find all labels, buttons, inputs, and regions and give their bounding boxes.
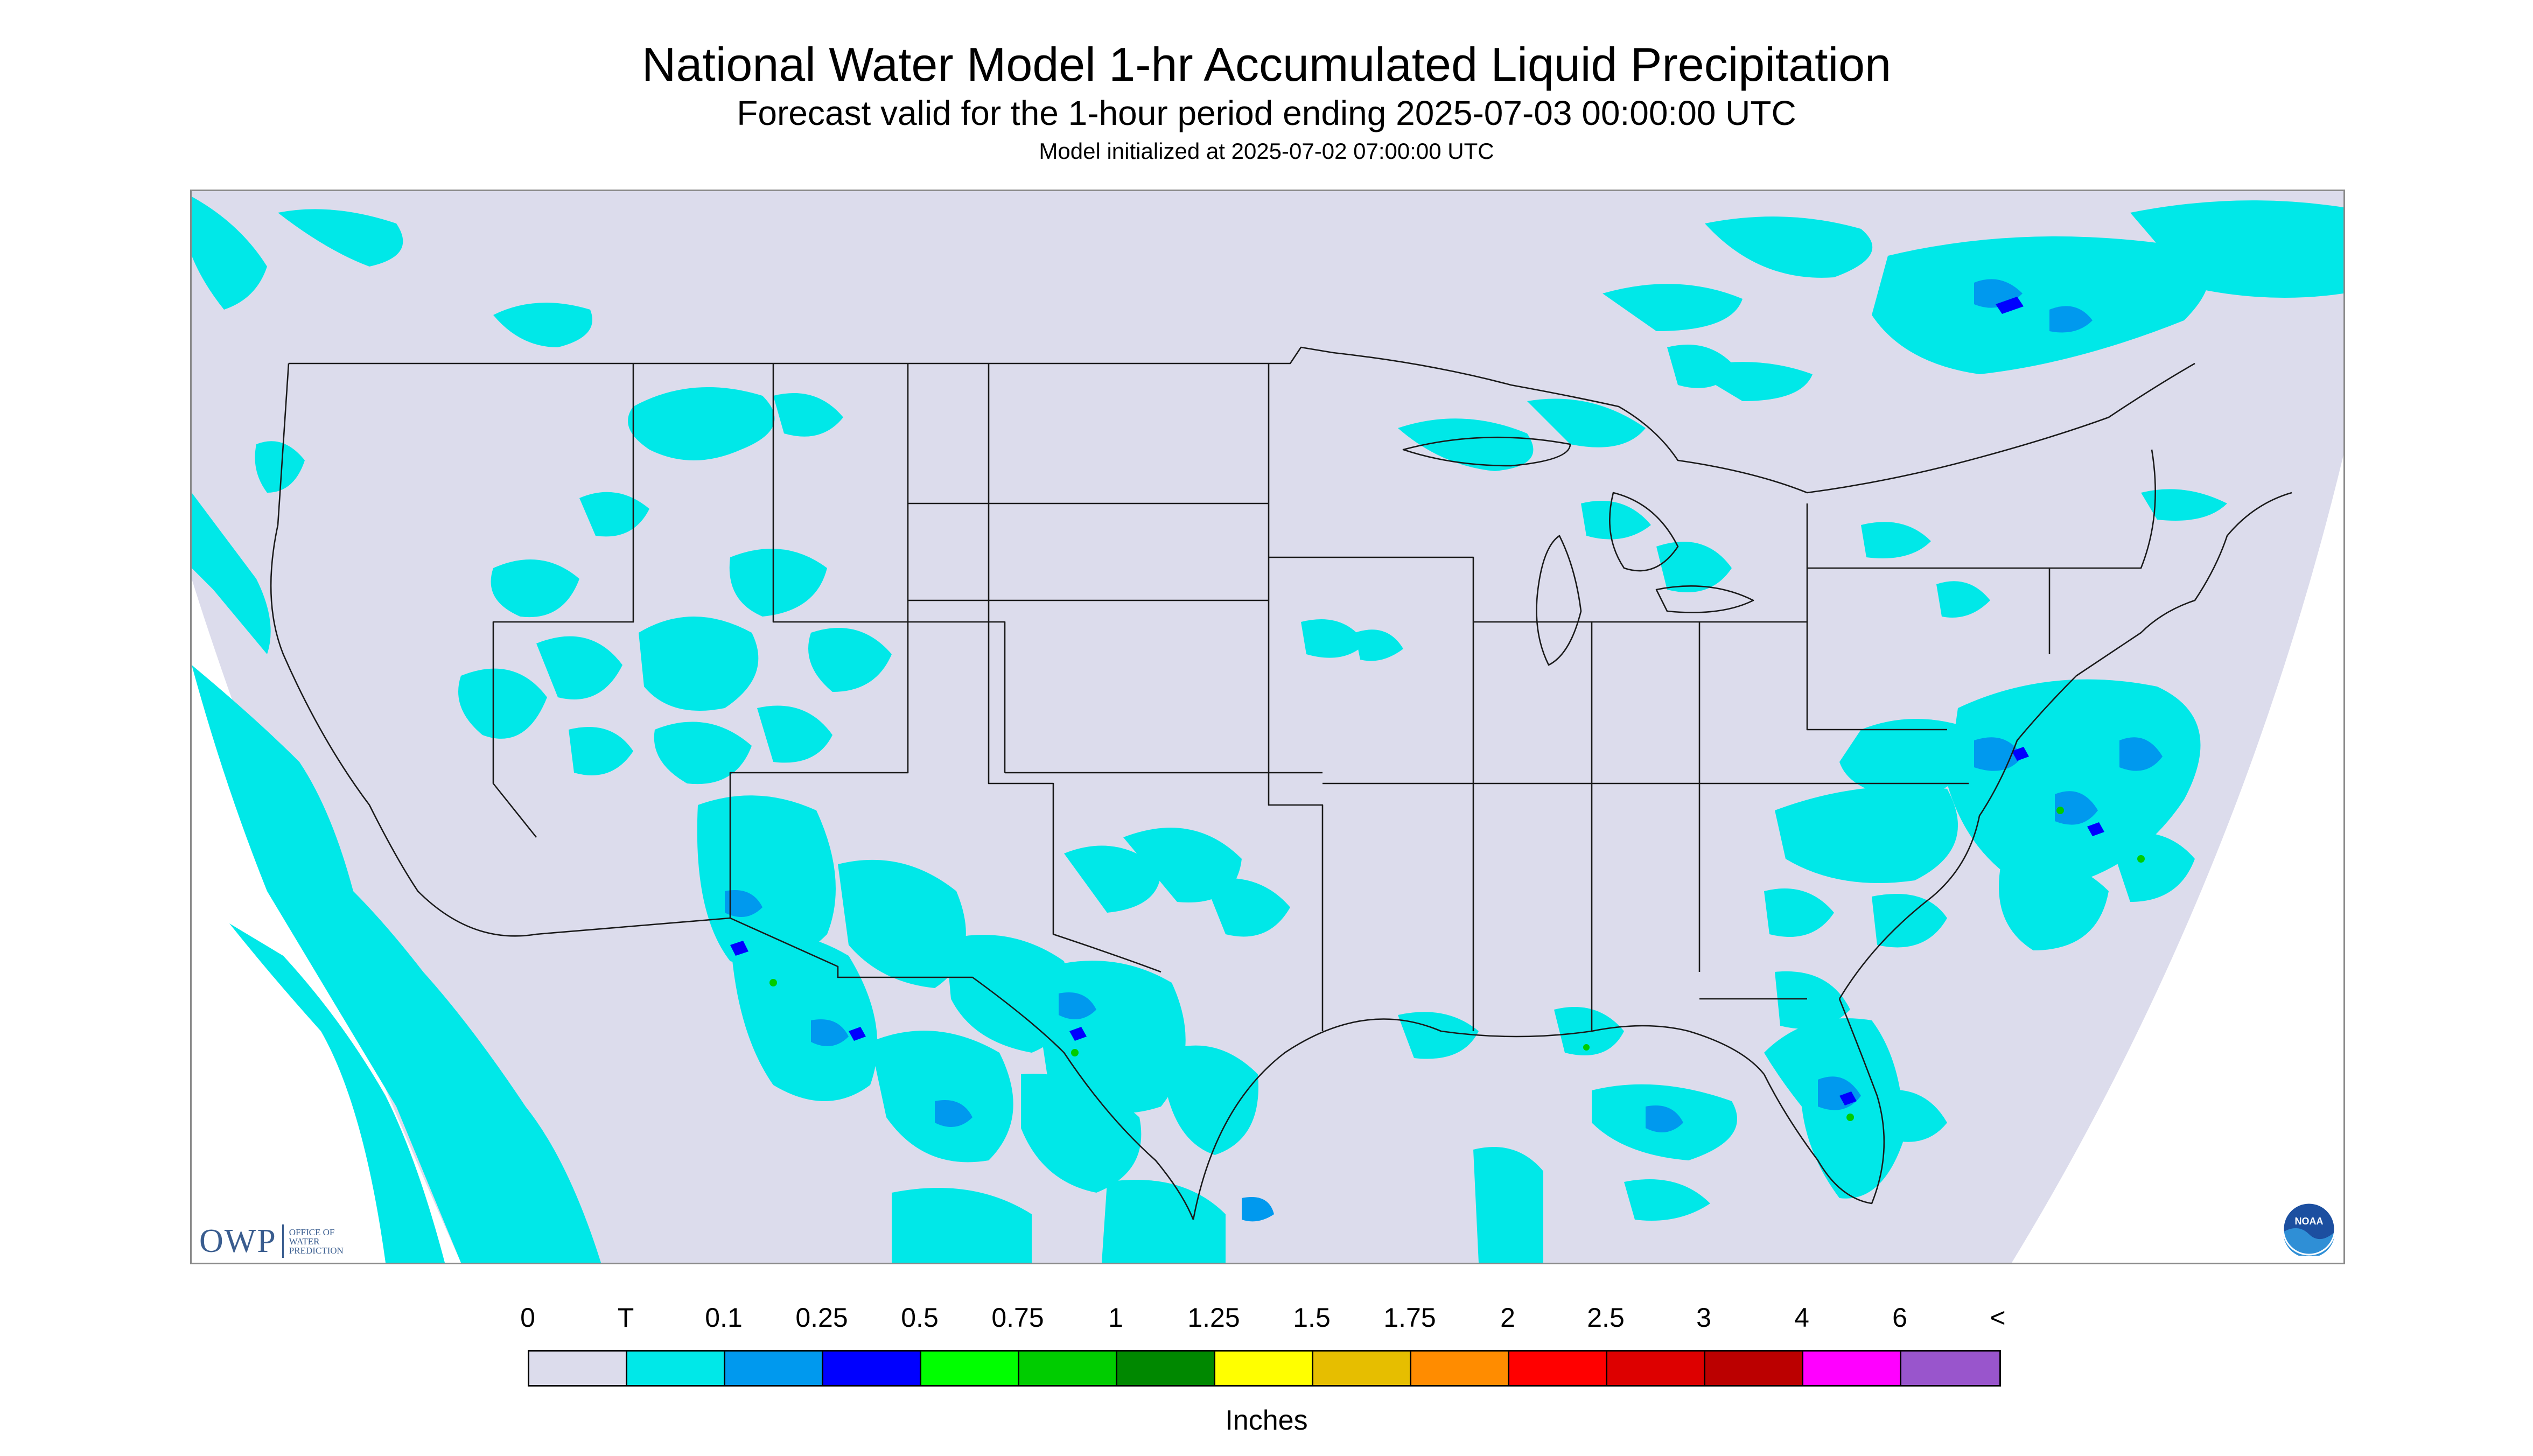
legend-labels: 0 T 0.1 0.25 0.5 0.75 1 1.25 1.5 1.75 2 2.5 3 4 6 < xyxy=(0,1302,2533,1340)
legend-swatch xyxy=(1607,1352,1705,1385)
atlantic-coastline xyxy=(1838,492,2292,999)
precip-light-spots xyxy=(725,279,2163,1222)
lake-michigan xyxy=(1536,535,1582,666)
legend-label: 1.5 xyxy=(1293,1303,1331,1333)
legend-units: Inches xyxy=(1225,1405,1308,1436)
state-line-2 xyxy=(729,363,909,918)
legend-swatch xyxy=(1705,1352,1803,1385)
state-line-20 xyxy=(2049,449,2156,569)
state-line-3 xyxy=(772,363,1006,773)
legend-label: 1.75 xyxy=(1383,1303,1436,1333)
state-line-5 xyxy=(1268,363,1324,1031)
owp-logo-divider xyxy=(282,1224,284,1258)
legend-label: 2 xyxy=(1500,1303,1515,1333)
state-line-9 xyxy=(1269,556,1474,783)
noaa-logo-text: NOAA xyxy=(2295,1216,2324,1227)
legend-swatch xyxy=(1019,1352,1117,1385)
legend-swatch xyxy=(1509,1352,1607,1385)
legend-label: 6 xyxy=(1892,1303,1907,1333)
legend-label: < xyxy=(1990,1303,2006,1333)
owp-logo-letters: OWP xyxy=(199,1222,277,1259)
legend-label: 0.75 xyxy=(991,1303,1044,1333)
legend-swatch xyxy=(1803,1352,1901,1385)
legend-label: 0.5 xyxy=(901,1303,939,1333)
legend-swatch xyxy=(1117,1352,1215,1385)
model-init-line: Model initialized at 2025-07-02 07:00:00… xyxy=(1039,138,1494,164)
map-title: National Water Model 1-hr Accumulated Li… xyxy=(641,38,1892,91)
legend-label: 0 xyxy=(520,1303,535,1333)
state-line-16 xyxy=(1806,622,1947,731)
political-boundaries xyxy=(270,346,2292,1220)
legend-swatch xyxy=(1901,1352,1999,1385)
legend-swatch xyxy=(1411,1352,1509,1385)
us-mexico-border xyxy=(536,917,1194,1220)
lake-erie xyxy=(1655,585,1754,613)
precip-heavy-spots xyxy=(769,807,2145,1121)
legend-label: 0.25 xyxy=(795,1303,848,1333)
gulf-coastline xyxy=(1192,998,1885,1220)
map-canvas xyxy=(192,191,2343,1263)
noaa-logo: NOAA xyxy=(2282,1202,2336,1256)
legend-swatch xyxy=(1215,1352,1313,1385)
legend-label: 0.1 xyxy=(705,1303,743,1333)
pacific-coastline xyxy=(270,363,537,937)
legend-label: 4 xyxy=(1794,1303,1809,1333)
owp-logo-subtitle: OFFICE OF WATER PREDICTION xyxy=(289,1227,344,1256)
legend-label: 2.5 xyxy=(1587,1303,1625,1333)
legend-colorbar xyxy=(528,1350,2001,1387)
legend-swatch xyxy=(529,1352,627,1385)
us-canada-border xyxy=(289,346,2195,494)
precip-trace-areas xyxy=(192,197,2343,1263)
legend-label: T xyxy=(617,1303,634,1333)
legend-swatch xyxy=(921,1352,1019,1385)
lake-superior xyxy=(1402,436,1571,467)
legend-label: 1 xyxy=(1108,1303,1123,1333)
state-line-1 xyxy=(492,363,634,838)
legend-swatch xyxy=(823,1352,921,1385)
map-subtitle: Forecast valid for the 1-hour period end… xyxy=(737,94,1796,132)
precip-medium-spots xyxy=(730,297,2104,1105)
state-line-4 xyxy=(988,363,1161,973)
lake-huron xyxy=(1609,492,1679,572)
owp-logo: OWP OFFICE OF WATER PREDICTION xyxy=(199,1220,354,1263)
precipitation-map xyxy=(190,190,2345,1264)
legend-label: 1.25 xyxy=(1187,1303,1240,1333)
legend-swatch xyxy=(725,1352,823,1385)
legend-label: 3 xyxy=(1696,1303,1711,1333)
legend-swatch xyxy=(1313,1352,1411,1385)
legend-swatch xyxy=(627,1352,725,1385)
